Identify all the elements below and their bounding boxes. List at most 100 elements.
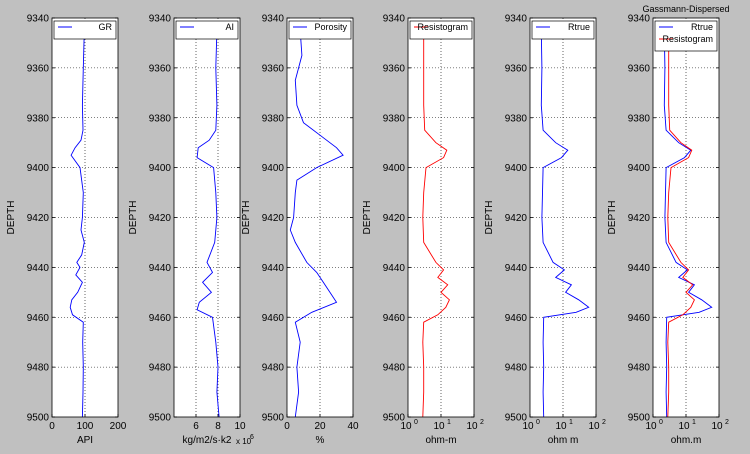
legend-entry: GR (99, 22, 113, 32)
x-axis-multiplier: x 10 (236, 437, 252, 446)
x-tick-label: 100 (77, 421, 94, 432)
x-tick-label: 0 (49, 421, 55, 432)
x-tick-label: 10 (234, 421, 246, 432)
series-line-gassmann-0 (663, 30, 713, 418)
x-tick-label-exponent: 0 (414, 419, 418, 426)
panel-title: Gassmann-Dispersed (642, 4, 729, 14)
y-axis-label: DEPTH (362, 201, 373, 235)
legend-box (53, 20, 117, 40)
series-line-ai-0 (196, 30, 220, 418)
y-tick-label: 9440 (149, 263, 172, 274)
x-tick-label-exponent: 2 (602, 419, 606, 426)
y-tick-label: 9420 (27, 213, 50, 224)
y-tick-label: 9480 (262, 363, 285, 374)
legend-box (409, 20, 473, 40)
legend-entry: Rtrue (568, 22, 590, 32)
y-tick-label: 9440 (383, 263, 406, 274)
x-tick-label-base: 10 (645, 421, 657, 432)
legend: Rtrue (531, 20, 595, 40)
x-tick-label: 0 (284, 421, 290, 432)
legend: GR (53, 20, 117, 40)
x-tick-label: 200 (110, 421, 127, 432)
x-axis-label: kg/m2/s·k2 (183, 435, 232, 446)
x-tick-label-base: 10 (678, 421, 690, 432)
y-axis-label: DEPTH (128, 201, 139, 235)
x-tick-label-exponent: 1 (447, 419, 451, 426)
x-tick-label-exponent: 1 (569, 419, 573, 426)
y-tick-label: 9360 (628, 63, 651, 74)
x-axis-label: ohm.m (671, 435, 702, 446)
y-tick-label: 9380 (27, 113, 50, 124)
y-tick-label: 9460 (505, 313, 528, 324)
x-tick-label-exponent: 0 (536, 419, 540, 426)
legend: Porosity (288, 20, 352, 40)
y-tick-label: 9360 (383, 63, 406, 74)
x-tick-label-exponent: 1 (692, 419, 696, 426)
y-tick-label: 9340 (262, 14, 285, 25)
x-tick-label: 8 (215, 421, 221, 432)
y-tick-label: 9420 (628, 213, 651, 224)
y-tick-label: 9500 (628, 413, 651, 424)
y-tick-label: 9500 (262, 413, 285, 424)
y-axis-label: DEPTH (607, 201, 618, 235)
legend-box (288, 20, 352, 40)
legend-box (531, 20, 595, 40)
x-tick-label: 6 (193, 421, 199, 432)
y-tick-label: 9400 (262, 163, 285, 174)
y-tick-label: 9480 (27, 363, 50, 374)
series-line-resistogram-0 (422, 30, 450, 418)
x-axis-label: ohm m (548, 435, 579, 446)
x-tick-label-exponent: 0 (659, 419, 663, 426)
y-tick-label: 9500 (383, 413, 406, 424)
y-tick-label: 9340 (505, 14, 528, 25)
y-tick-label: 9440 (505, 263, 528, 274)
y-tick-label: 9400 (628, 163, 651, 174)
legend-box (654, 20, 718, 52)
y-axis-label: DEPTH (241, 201, 252, 235)
y-tick-label: 9360 (262, 63, 285, 74)
x-axis-label: % (316, 435, 325, 446)
series-line-gassmann-1 (667, 30, 695, 418)
y-tick-label: 9500 (27, 413, 50, 424)
y-tick-label: 9340 (27, 14, 50, 25)
series-line-porosity-0 (289, 30, 344, 418)
y-tick-label: 9380 (383, 113, 406, 124)
x-axis-label: API (77, 435, 93, 446)
legend-box (175, 20, 239, 40)
y-tick-label: 9400 (383, 163, 406, 174)
y-tick-label: 9420 (383, 213, 406, 224)
x-tick-label-exponent: 2 (725, 419, 729, 426)
y-tick-label: 9440 (262, 263, 285, 274)
y-axis-label: DEPTH (484, 201, 495, 235)
y-tick-label: 9380 (262, 113, 285, 124)
y-tick-label: 9460 (149, 313, 172, 324)
y-tick-label: 9360 (505, 63, 528, 74)
y-tick-label: 9380 (628, 113, 651, 124)
y-tick-label: 9340 (628, 14, 651, 25)
y-tick-label: 9400 (27, 163, 50, 174)
y-tick-label: 9360 (149, 63, 172, 74)
y-tick-label: 9460 (27, 313, 50, 324)
x-axis-multiplier-exponent: 6 (250, 434, 254, 441)
y-tick-label: 9480 (628, 363, 651, 374)
x-axis-label: ohm-m (425, 435, 456, 446)
panel-ai: 9340 9360 9380 9400 9420 9440 9460 9480 9500 6 8 10… (128, 14, 254, 447)
legend-entry: Rtrue (691, 22, 713, 32)
y-tick-label: 9500 (505, 413, 528, 424)
legend: AI (175, 20, 239, 40)
x-tick-label-base: 10 (555, 421, 567, 432)
y-tick-label: 9380 (505, 113, 528, 124)
series-line-rtrue-0 (540, 30, 590, 418)
legend: Rtrue Resistogram (654, 20, 718, 52)
x-tick-label-base: 10 (588, 421, 600, 432)
x-tick-label-base: 10 (433, 421, 445, 432)
y-tick-label: 9400 (505, 163, 528, 174)
y-axis-label: DEPTH (6, 201, 17, 235)
legend: Resistogram (409, 20, 473, 40)
